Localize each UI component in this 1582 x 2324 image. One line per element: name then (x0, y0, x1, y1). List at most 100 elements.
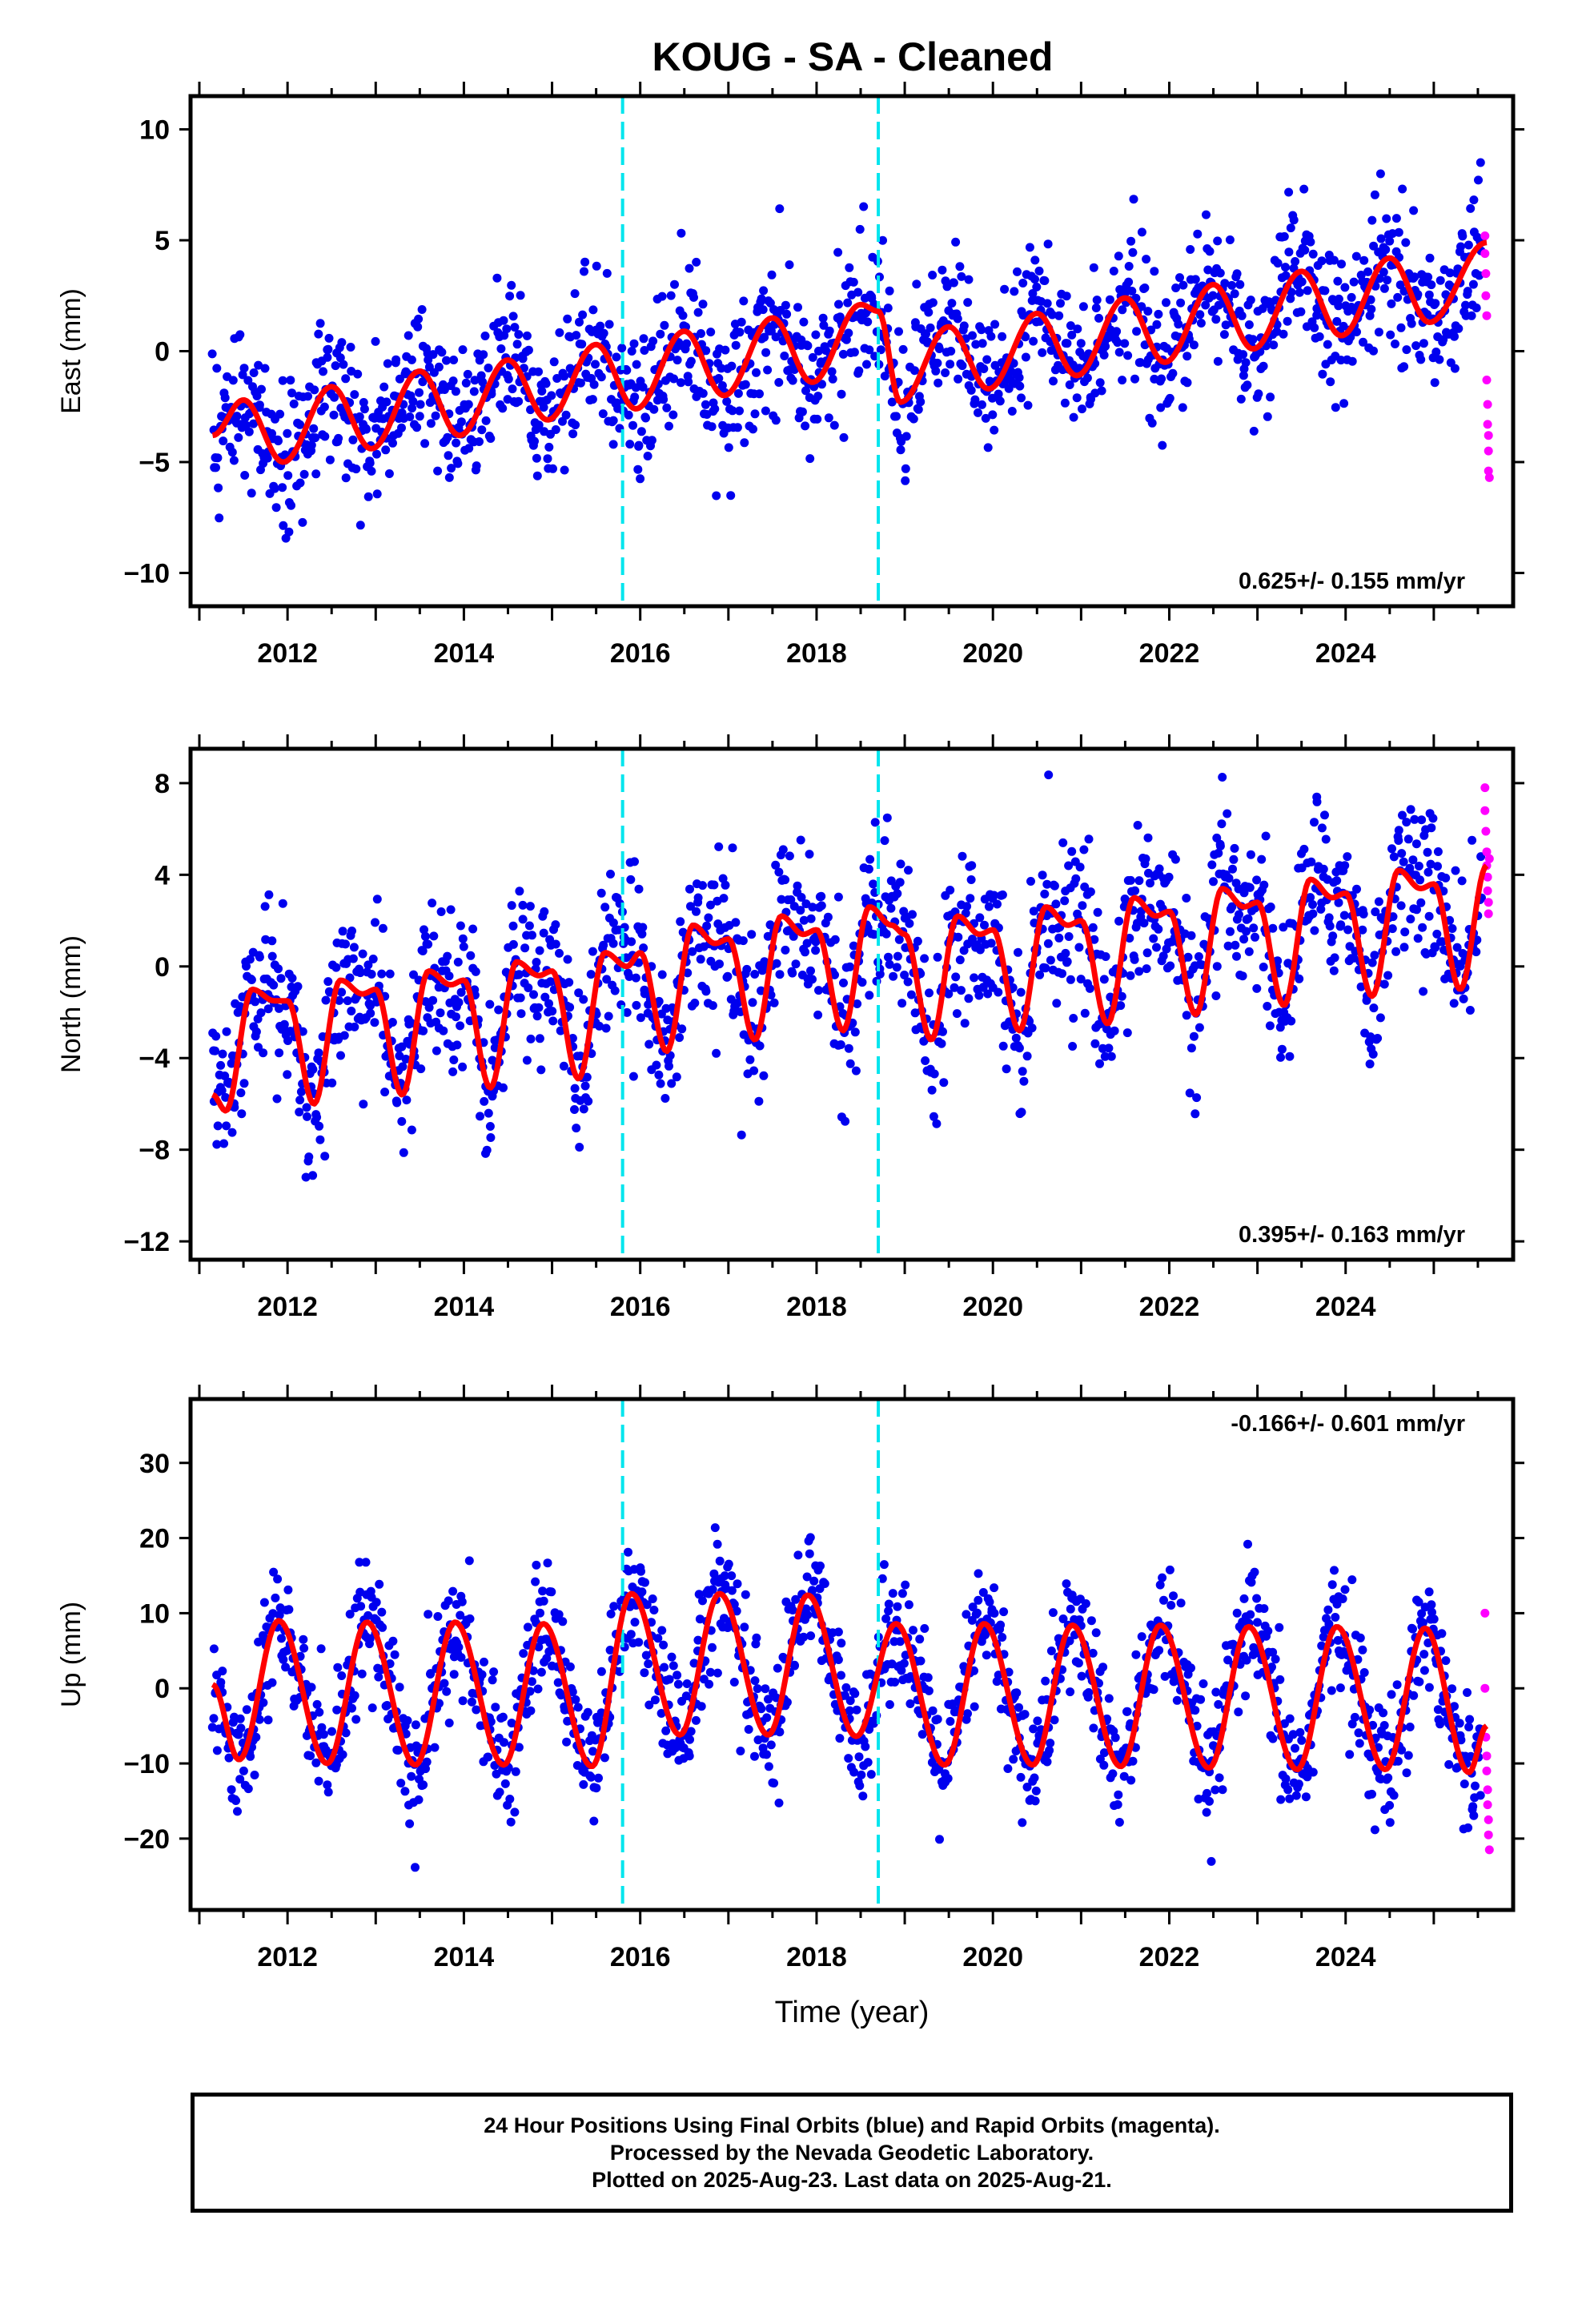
final-orbit-point (1030, 255, 1040, 265)
final-orbit-point (1273, 259, 1283, 268)
final-orbit-point (298, 517, 307, 527)
final-orbit-point (1355, 1739, 1364, 1748)
final-orbit-point (761, 348, 771, 357)
final-orbit-point (636, 1566, 645, 1576)
final-orbit-point (824, 413, 833, 423)
final-orbit-point (1196, 319, 1206, 328)
final-orbit-point (1106, 1051, 1116, 1061)
final-orbit-point (233, 1807, 242, 1816)
final-orbit-point (1243, 380, 1252, 390)
final-orbit-point (701, 400, 710, 409)
final-orbit-point (1142, 255, 1151, 264)
final-orbit-point (702, 921, 712, 931)
final-orbit-point (420, 439, 430, 448)
final-orbit-point (829, 420, 839, 430)
final-orbit-point (1214, 1699, 1223, 1709)
final-orbit-point (371, 918, 379, 927)
final-orbit-point (1171, 283, 1181, 292)
y-tick-label: −8 (139, 1136, 170, 1166)
final-orbit-point (1239, 371, 1248, 380)
final-orbit-point (1178, 403, 1187, 412)
final-orbit-point (480, 1096, 489, 1106)
final-orbit-point (670, 279, 679, 289)
final-orbit-point (1158, 951, 1168, 961)
final-orbit-point (341, 1728, 351, 1738)
final-orbit-point (1379, 1708, 1388, 1718)
final-orbit-point (1061, 948, 1070, 958)
final-orbit-point (532, 1560, 541, 1570)
final-orbit-point (1028, 289, 1038, 298)
final-orbit-point (272, 1094, 282, 1104)
final-orbit-point (1379, 267, 1388, 277)
final-orbit-point (712, 1048, 721, 1058)
final-orbit-point (814, 346, 823, 356)
final-orbit-point (1291, 1791, 1301, 1800)
final-orbit-point (985, 1597, 994, 1606)
final-orbit-point (279, 521, 288, 530)
final-orbit-point (799, 915, 809, 925)
final-orbit-point (1251, 932, 1259, 942)
final-orbit-point (884, 952, 893, 962)
final-orbit-point (698, 300, 708, 309)
final-orbit-point (408, 396, 418, 406)
final-orbit-point (642, 1600, 652, 1610)
final-orbit-point (1411, 341, 1421, 351)
final-orbit-point (963, 1709, 972, 1719)
final-orbit-point (560, 465, 569, 475)
final-orbit-point (1418, 1618, 1427, 1627)
final-orbit-point (255, 400, 264, 410)
final-orbit-point (582, 1072, 592, 1082)
final-orbit-point (755, 389, 764, 399)
final-orbit-point (347, 1007, 356, 1015)
final-orbit-point (735, 328, 745, 337)
final-orbit-point (299, 1643, 309, 1653)
final-orbit-point (953, 314, 962, 324)
final-orbit-point (1403, 1751, 1413, 1760)
final-orbit-point (411, 1720, 420, 1730)
final-orbit-point (1031, 1786, 1041, 1795)
final-orbit-point (402, 1096, 412, 1105)
final-orbit-point (1122, 1707, 1132, 1716)
final-orbit-point (1267, 1663, 1276, 1672)
final-orbit-point (1463, 1688, 1472, 1697)
final-orbit-point (534, 420, 544, 430)
final-orbit-point (553, 1678, 563, 1687)
final-orbit-point (673, 356, 682, 365)
final-orbit-point (1077, 1671, 1086, 1681)
final-orbit-point (269, 980, 279, 990)
final-orbit-point (435, 1699, 444, 1708)
final-orbit-point (975, 913, 985, 923)
final-orbit-point (429, 931, 439, 941)
final-orbit-point (1271, 1655, 1280, 1664)
final-orbit-point (952, 1009, 962, 1019)
final-orbit-point (362, 424, 371, 434)
final-orbit-point (476, 1112, 484, 1121)
final-orbit-point (1295, 1727, 1305, 1737)
final-orbit-point (267, 1678, 277, 1687)
final-orbit-point (1040, 889, 1050, 899)
final-orbit-point (383, 359, 392, 368)
final-orbit-point (791, 1594, 801, 1604)
rapid-orbit-point (1483, 872, 1492, 882)
final-orbit-point (946, 347, 956, 356)
final-orbit-point (315, 1135, 325, 1144)
final-orbit-point (981, 1630, 990, 1639)
final-orbit-point (575, 317, 584, 327)
final-orbit-point (895, 1637, 905, 1647)
final-orbit-point (857, 978, 867, 987)
final-orbit-point (866, 1770, 876, 1779)
final-orbit-point (1375, 169, 1385, 179)
final-orbit-point (548, 1007, 557, 1016)
final-orbit-point (714, 374, 724, 383)
final-orbit-point (525, 1687, 535, 1696)
final-orbit-point (532, 1011, 542, 1021)
final-orbit-point (458, 1062, 468, 1072)
y-tick-label: 0 (155, 337, 170, 368)
final-orbit-point (329, 410, 339, 420)
final-orbit-point (706, 328, 716, 337)
final-orbit-point (487, 389, 496, 399)
final-orbit-point (636, 427, 646, 436)
final-orbit-point (774, 867, 784, 877)
final-orbit-point (538, 1586, 548, 1596)
final-orbit-point (865, 854, 875, 864)
